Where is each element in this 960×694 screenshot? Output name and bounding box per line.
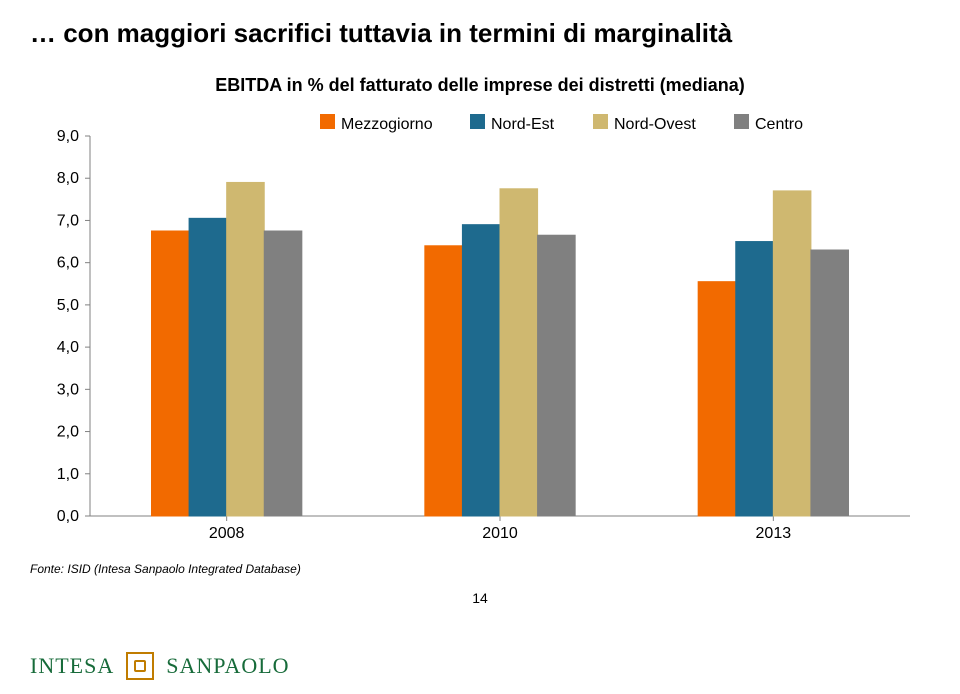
logo-text-sanpaolo: SANPAOLO: [166, 653, 289, 679]
bar: [425, 246, 463, 516]
bar: [189, 218, 227, 516]
y-tick-label: 5,0: [57, 297, 79, 314]
bar: [462, 225, 500, 516]
bar: [538, 235, 576, 516]
x-category-label: 2008: [209, 525, 245, 542]
y-tick-label: 8,0: [57, 170, 79, 187]
y-tick-label: 3,0: [57, 381, 79, 398]
source-note: Fonte: ISID (Intesa Sanpaolo Integrated …: [30, 562, 930, 576]
y-tick-label: 1,0: [57, 466, 79, 483]
bar: [227, 182, 265, 516]
page-title: … con maggiori sacrifici tuttavia in ter…: [30, 18, 930, 49]
y-tick-label: 2,0: [57, 424, 79, 441]
logo-icon: [126, 652, 154, 680]
brand-logo: INTESA SANPAOLO: [30, 652, 290, 680]
bar: [698, 282, 736, 516]
bar: [736, 242, 774, 516]
legend-swatch: [593, 114, 608, 129]
legend-label: Nord-Ovest: [614, 116, 696, 133]
bar: [152, 231, 190, 516]
bar: [773, 191, 811, 516]
legend-label: Mezzogiorno: [341, 116, 433, 133]
y-tick-label: 4,0: [57, 339, 79, 356]
x-category-label: 2013: [756, 525, 792, 542]
x-category-label: 2010: [482, 525, 518, 542]
y-tick-label: 0,0: [57, 508, 79, 525]
y-tick-label: 7,0: [57, 212, 79, 229]
logo-text-intesa: INTESA: [30, 653, 114, 679]
bar-chart: 0,0 1,0 2,0 3,0 4,0 5,0 6,0 7,0 8,0 9,0 2008 2010 20…: [30, 106, 930, 556]
bar: [264, 231, 302, 516]
legend-label: Centro: [755, 116, 803, 133]
legend-label: Nord-Est: [491, 116, 555, 133]
chart-subtitle: EBITDA in % del fatturato delle imprese …: [30, 75, 930, 96]
legend-swatch: [470, 114, 485, 129]
page-root: … con maggiori sacrifici tuttavia in ter…: [0, 0, 960, 694]
legend-swatch: [320, 114, 335, 129]
chart-container: 0,0 1,0 2,0 3,0 4,0 5,0 6,0 7,0 8,0 9,0 2008 2010 20…: [30, 106, 930, 556]
y-tick-label: 9,0: [57, 128, 79, 145]
bar: [811, 250, 849, 516]
page-number: 14: [30, 590, 930, 606]
bar: [500, 189, 538, 516]
y-tick-label: 6,0: [57, 255, 79, 272]
legend-swatch: [734, 114, 749, 129]
